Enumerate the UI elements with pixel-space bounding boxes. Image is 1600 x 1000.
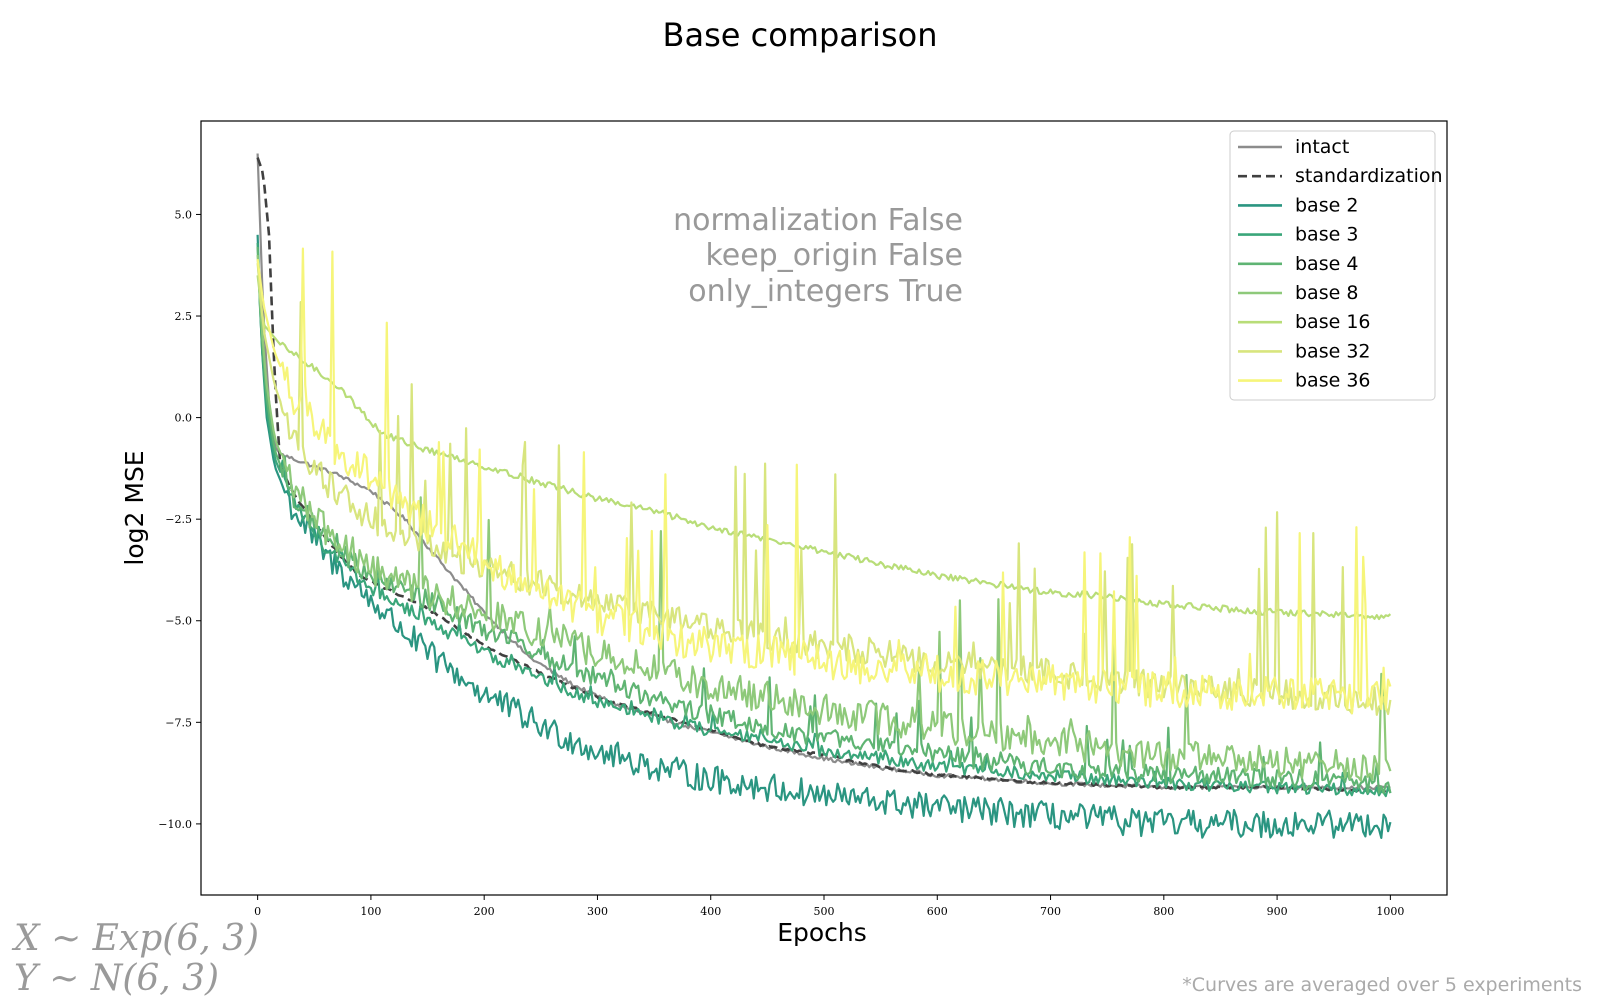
legend: intact standardization base 2 base 3 base 4 b… [1229,130,1443,401]
x-tick-label: 400 [700,905,721,918]
series-line-base-2 [256,234,1392,839]
legend-label: standardization [1295,165,1443,187]
legend-label: intact [1295,136,1349,158]
formula-x: X ∼ Exp(6, 3) [14,918,260,959]
y-tick-label: −2.5 [165,513,192,526]
legend-label: base 16 [1295,311,1371,333]
annotation-line-3: only_integers True [688,274,963,309]
annotation-line-2: keep_origin False [705,238,963,273]
legend-label: base 36 [1295,370,1371,392]
y-tick-label: 2.5 [175,310,193,323]
series-lines [256,153,1392,839]
annotation-block: normalization False keep_origin False on… [673,203,963,309]
legend-label: base 8 [1295,282,1358,304]
x-tick-label: 200 [474,905,495,918]
x-axis-label: Epochs [777,918,867,947]
chart-title: Base comparison [663,16,938,54]
y-tick-label: 5.0 [175,208,193,221]
x-axis-ticks: 0 100 200 300 400 500 600 700 800 900 1000 [254,895,1404,918]
series-line-base-3 [256,242,1392,798]
y-tick-label: −5.0 [165,615,192,628]
formula-y: Y ∼ N(6, 3) [14,958,220,999]
series-line-base-36 [256,247,1392,715]
footnote: *Curves are averaged over 5 experiments [1182,974,1582,996]
x-tick-label: 600 [927,905,948,918]
x-tick-label: 700 [1040,905,1061,918]
y-tick-label: −10.0 [158,818,192,831]
x-tick-label: 300 [587,905,608,918]
x-tick-label: 800 [1153,905,1174,918]
x-tick-label: 1000 [1376,905,1404,918]
legend-label: base 3 [1295,224,1358,246]
x-tick-label: 100 [360,905,381,918]
y-axis-ticks: −10.0 −7.5 −5.0 −2.5 0.0 2.5 5.0 [158,208,201,831]
legend-label: base 2 [1295,194,1358,216]
x-tick-label: 500 [814,905,835,918]
series-line-base-8 [256,255,1392,782]
series-line-base-16 [256,275,1392,621]
annotation-line-1: normalization False [673,203,963,238]
x-tick-label: 900 [1267,905,1288,918]
y-tick-label: −7.5 [165,716,192,729]
y-axis-label: log2 MSE [120,450,149,565]
legend-label: base 32 [1295,340,1371,362]
legend-box [1229,130,1436,401]
y-tick-label: 0.0 [175,412,193,425]
legend-label: base 4 [1295,253,1358,275]
x-tick-label: 0 [254,905,261,918]
